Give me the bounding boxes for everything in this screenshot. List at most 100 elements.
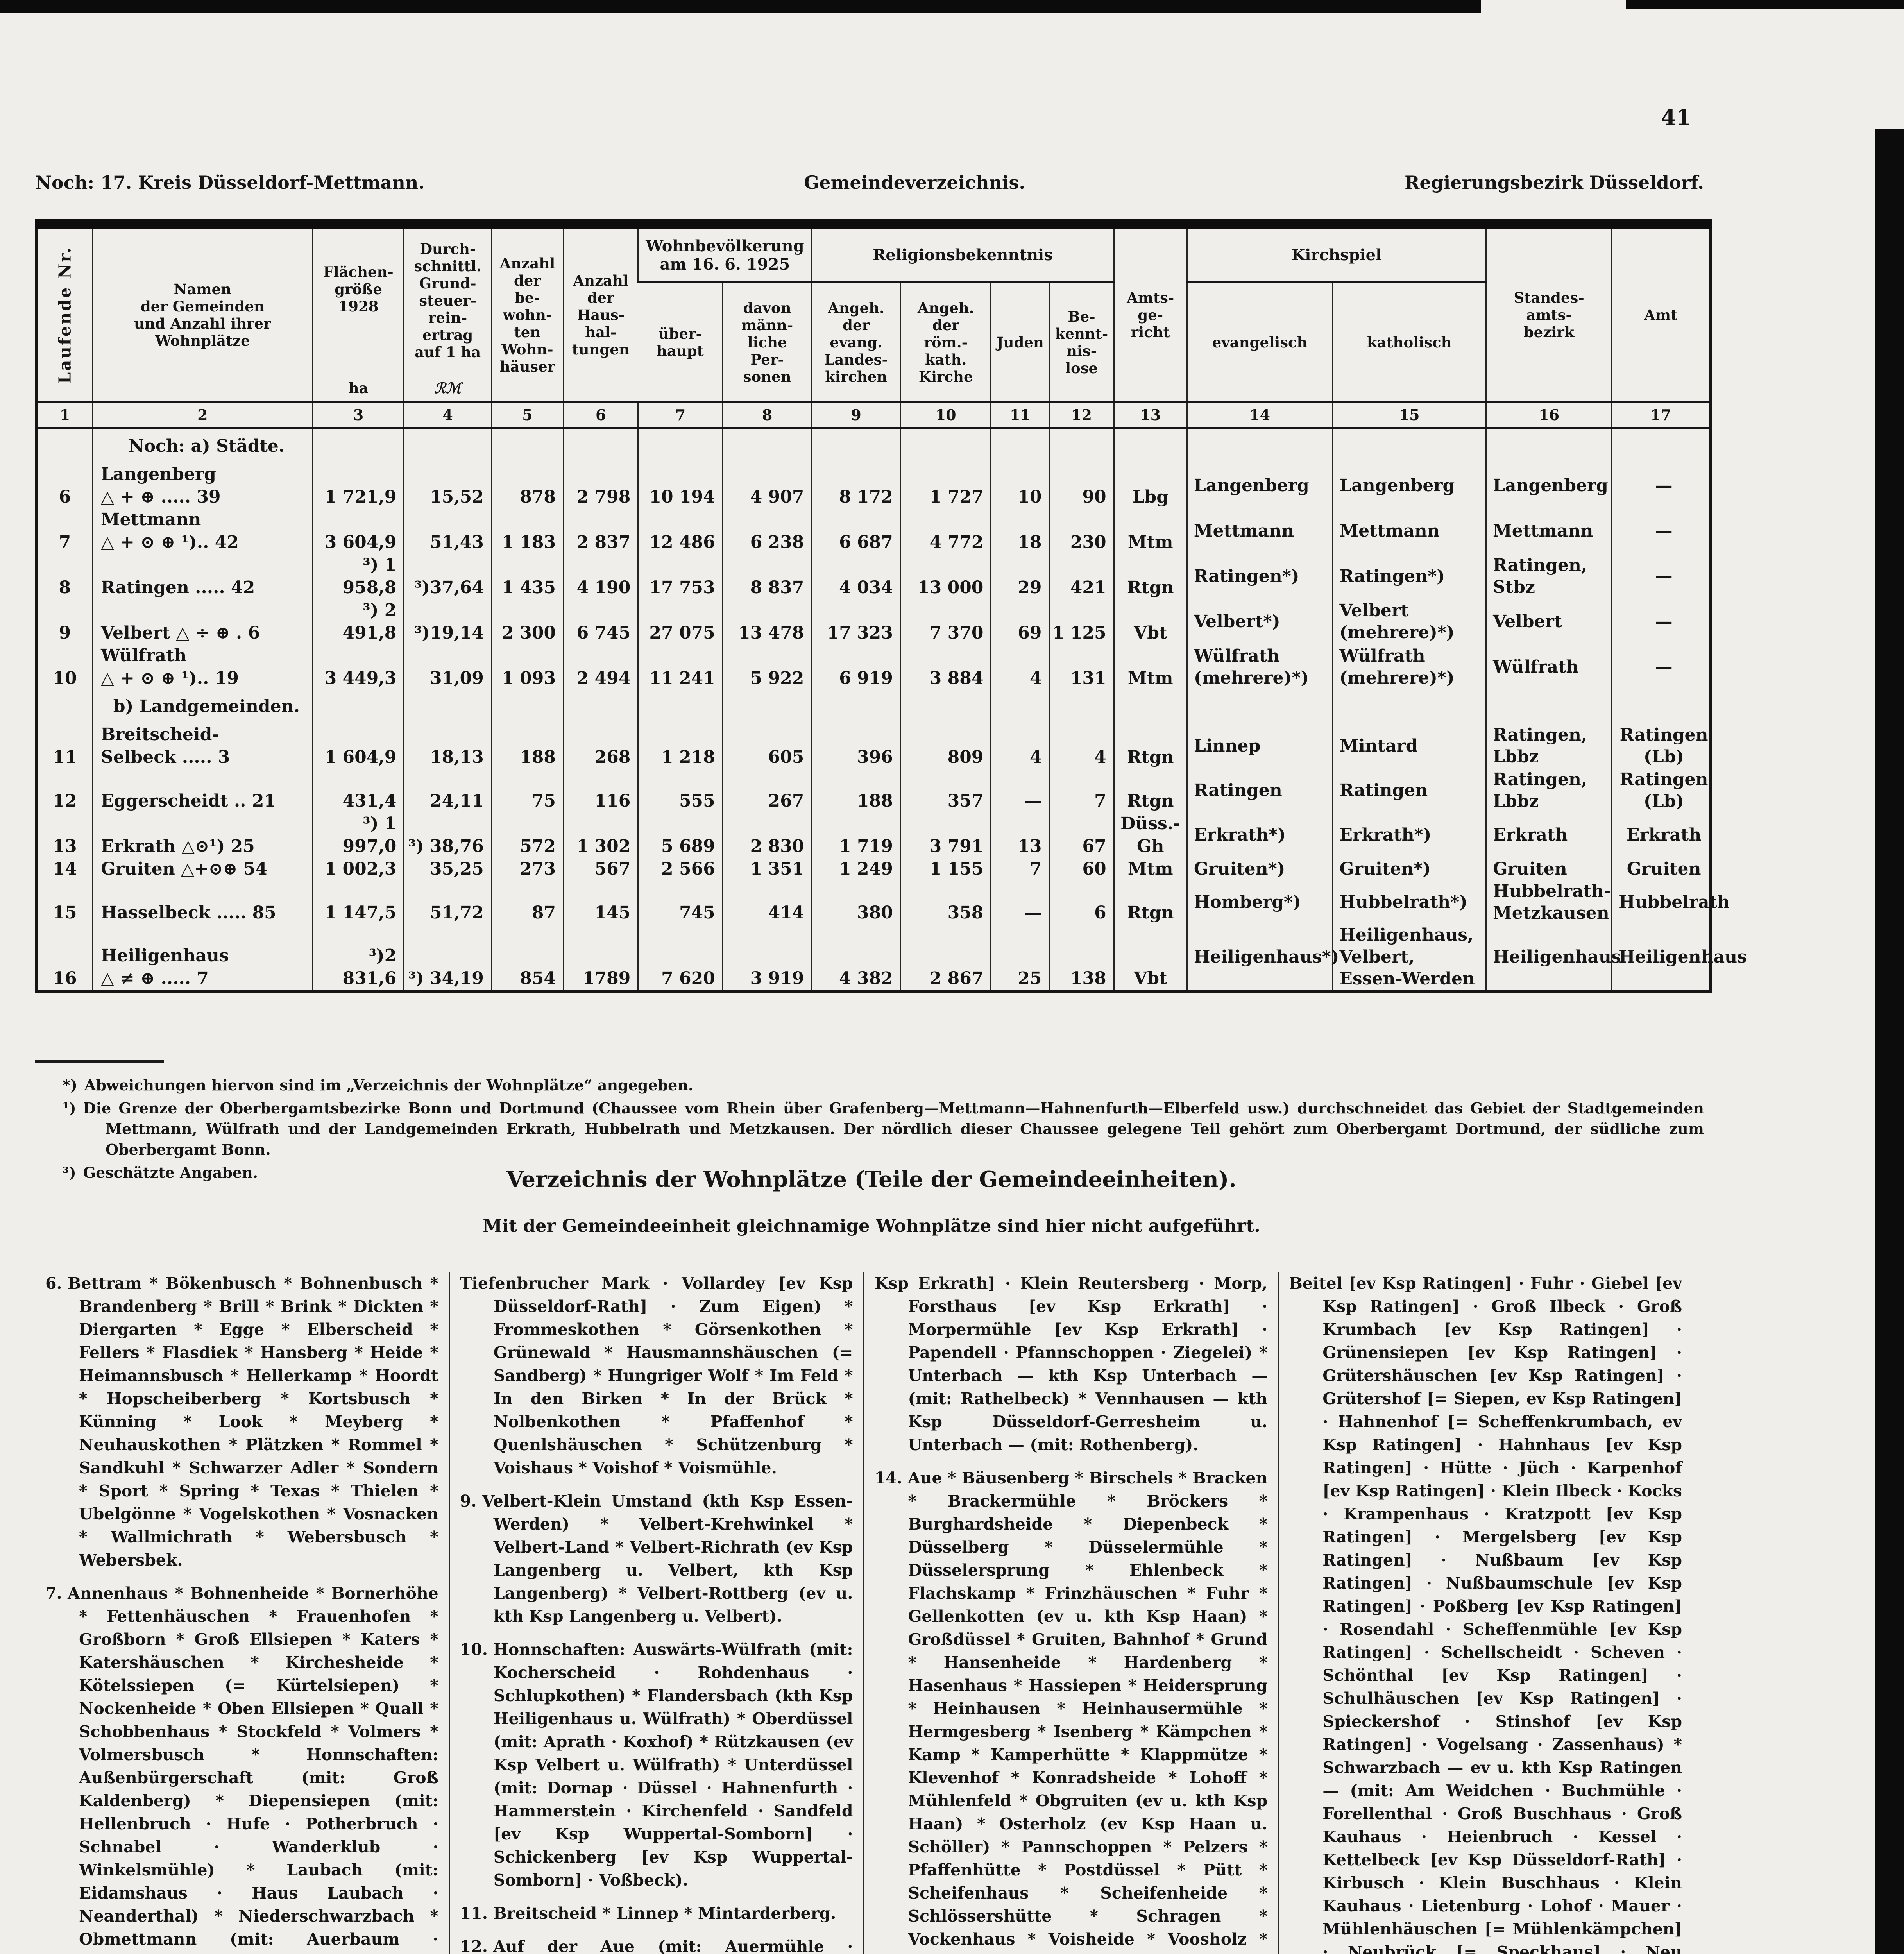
cell-amt: Ratingen (Lb) <box>1611 769 1711 812</box>
running-head-left: Noch: 17. Kreis Düsseldorf-Mettmann. <box>35 172 425 193</box>
wohnplaetze-entry: 12. Auf der Aue (mit: Auermühle · Gräfgen… <box>460 1935 853 1954</box>
wohnplaetze-entry: 11. Breitscheid * Linnep * Mintarderberg. <box>460 1902 853 1925</box>
empty-cell <box>563 690 638 723</box>
empty-cell <box>1113 428 1187 463</box>
footnotes: *) Abweichungen hiervon sind im „Verzeich… <box>47 1075 1704 1185</box>
section-row: Noch: a) Städte. <box>37 428 1711 463</box>
cell-evangelisch: 6 919 <box>811 644 901 690</box>
cell-haushaltungen: 2 798 <box>563 463 638 508</box>
scan-artifact-top-bar <box>0 0 1481 13</box>
cell-grundsteuer: ³)37,64 <box>403 554 492 599</box>
column-number: 8 <box>722 401 812 429</box>
entry-text: Beitel [ev Ksp Ratingen] · Fuhr · Giebel… <box>1289 1274 1682 1954</box>
cell-wohnhaeuser: 2 300 <box>490 599 564 644</box>
entry-text: Breitscheid * Linnep * Mintarderberg. <box>493 1904 836 1923</box>
cell-grundsteuer: ³)19,14 <box>403 599 492 644</box>
cell-juden: — <box>990 880 1049 924</box>
cell-evangelisch: 4 034 <box>811 554 901 599</box>
cell-wohnhaeuser: 1 093 <box>490 644 564 690</box>
header-kirchspiel-evangelisch: evangelisch <box>1186 282 1333 402</box>
cell-ksp-katholisch: Wülfrath (mehrere)*) <box>1332 644 1486 690</box>
cell-nr: 15 <box>53 903 77 923</box>
cell-standesamtsbezirk: Velbert <box>1485 599 1612 644</box>
cell-bev-maennlich: 5 922 <box>722 644 812 690</box>
cell-grundsteuer: 24,11 <box>403 769 492 812</box>
cell-evangelisch: 188 <box>811 769 901 812</box>
table-row: 13 Erkrath △⊙¹) 25 ³) 1 997,0 ³) 38,76 572 1 … <box>37 812 1711 858</box>
cell-evangelisch: 4 382 <box>811 924 901 991</box>
cell-bekenntnislose: 7 <box>1049 769 1114 812</box>
cell-haushaltungen: 2 837 <box>563 508 638 554</box>
footnote: ³) Geschätzte Angaben. <box>47 1162 1704 1183</box>
empty-cell <box>1113 690 1187 723</box>
cell-haushaltungen: 1 302 <box>563 812 638 858</box>
cell-grundsteuer: 15,52 <box>403 463 492 508</box>
cell-amtsgericht: Mtm <box>1113 858 1187 880</box>
cell-evangelisch: 396 <box>811 723 901 769</box>
cell-evangelisch: 8 172 <box>811 463 901 508</box>
cell-nr: 9 <box>59 623 71 643</box>
cell-bev-ueberhaupt: 17 753 <box>637 554 723 599</box>
cell-haushaltungen: 6 745 <box>563 599 638 644</box>
header-grundsteuer: Durch- schnittl. Grund- steuer- rein- er… <box>403 224 492 402</box>
column-number: 17 <box>1611 401 1711 429</box>
cell-bev-maennlich: 4 907 <box>722 463 812 508</box>
cell-katholisch: 357 <box>900 769 991 812</box>
cell-juden: 29 <box>990 554 1049 599</box>
cell-ksp-evangelisch: Ratingen*) <box>1186 554 1333 599</box>
empty-cell <box>312 428 404 463</box>
cell-amtsgericht: Düss.- Gh <box>1113 812 1187 858</box>
wohnplaetze-column: 6. Bettram * Bökenbusch * Bohnenbusch * B… <box>35 1272 449 1954</box>
cell-wohnhaeuser: 188 <box>490 723 564 769</box>
cell-grundsteuer: 18,13 <box>403 723 492 769</box>
cell-bev-maennlich: 3 919 <box>722 924 812 991</box>
cell-katholisch: 3 791 <box>900 812 991 858</box>
header-maennliche: davon männ- liche Per- sonen <box>722 282 812 402</box>
wohnplaetze-subtitle: Mit der Gemeindeeinheit gleichnamige Woh… <box>483 1215 1260 1236</box>
footnote: *) Abweichungen hiervon sind im „Verzeich… <box>47 1075 1704 1095</box>
cell-bekenntnislose: 4 <box>1049 723 1114 769</box>
cell-nr: 11 <box>53 747 77 767</box>
column-number: 7 <box>637 401 723 429</box>
cell-amtsgericht: Rtgn <box>1113 769 1187 812</box>
cell-bev-ueberhaupt: 555 <box>637 769 723 812</box>
cell-amt: — <box>1611 463 1711 508</box>
cell-ksp-katholisch: Mettmann <box>1332 508 1486 554</box>
empty-cell <box>403 690 492 723</box>
wohnplaetze-entry: Tiefenbrucher Mark · Vollardey [ev Ksp D… <box>460 1272 853 1480</box>
cell-evangelisch: 1 719 <box>811 812 901 858</box>
cell-amtsgericht: Vbt <box>1113 599 1187 644</box>
cell-amt: Hubbelrath <box>1611 880 1730 924</box>
column-number: 9 <box>811 401 901 429</box>
entry-number: 6. <box>45 1274 62 1293</box>
cell-ksp-katholisch: Hubbelrath*) <box>1332 880 1486 924</box>
table-body: Noch: a) Städte. 6 Langenberg △ + ⊕ ..... … <box>37 428 1747 991</box>
cell-amt: — <box>1611 599 1711 644</box>
cell-name: Gruiten △+⊙⊕ 54 <box>91 858 313 880</box>
cell-ksp-evangelisch: Mettmann <box>1186 508 1333 554</box>
cell-ksp-evangelisch: Linnep <box>1186 723 1333 769</box>
entry-number: 12. <box>460 1937 488 1954</box>
empty-cell <box>990 690 1049 723</box>
empty-cell <box>1485 428 1612 463</box>
cell-ksp-katholisch: Langenberg <box>1332 463 1486 508</box>
cell-grundsteuer: 51,43 <box>403 508 492 554</box>
cell-bekenntnislose: 131 <box>1049 644 1114 690</box>
footnote-marker: ³) <box>63 1164 76 1181</box>
cell-standesamtsbezirk: Erkrath <box>1485 812 1612 858</box>
cell-amt: — <box>1611 554 1711 599</box>
cell-bev-maennlich: 8 837 <box>722 554 812 599</box>
entry-text: Auf der Aue (mit: Auermühle · Gräfgenste… <box>493 1937 853 1954</box>
empty-cell <box>312 690 404 723</box>
cell-bev-ueberhaupt: 1 218 <box>637 723 723 769</box>
empty-cell <box>1186 428 1333 463</box>
empty-cell <box>722 690 812 723</box>
header-juden: Juden <box>990 282 1049 402</box>
empty-cell <box>637 690 723 723</box>
header-wohnhaeuser: Anzahl der be- wohn- ten Wohn- häuser <box>490 224 564 402</box>
empty-cell <box>490 428 564 463</box>
footnote-marker: *) <box>63 1076 77 1094</box>
cell-bekenntnislose: 60 <box>1049 858 1114 880</box>
column-number: 14 <box>1186 401 1333 429</box>
table-row: 16 Heiligenhaus △ ≠ ⊕ ..... 7 ³)2 831,6 ³) … <box>37 924 1747 991</box>
